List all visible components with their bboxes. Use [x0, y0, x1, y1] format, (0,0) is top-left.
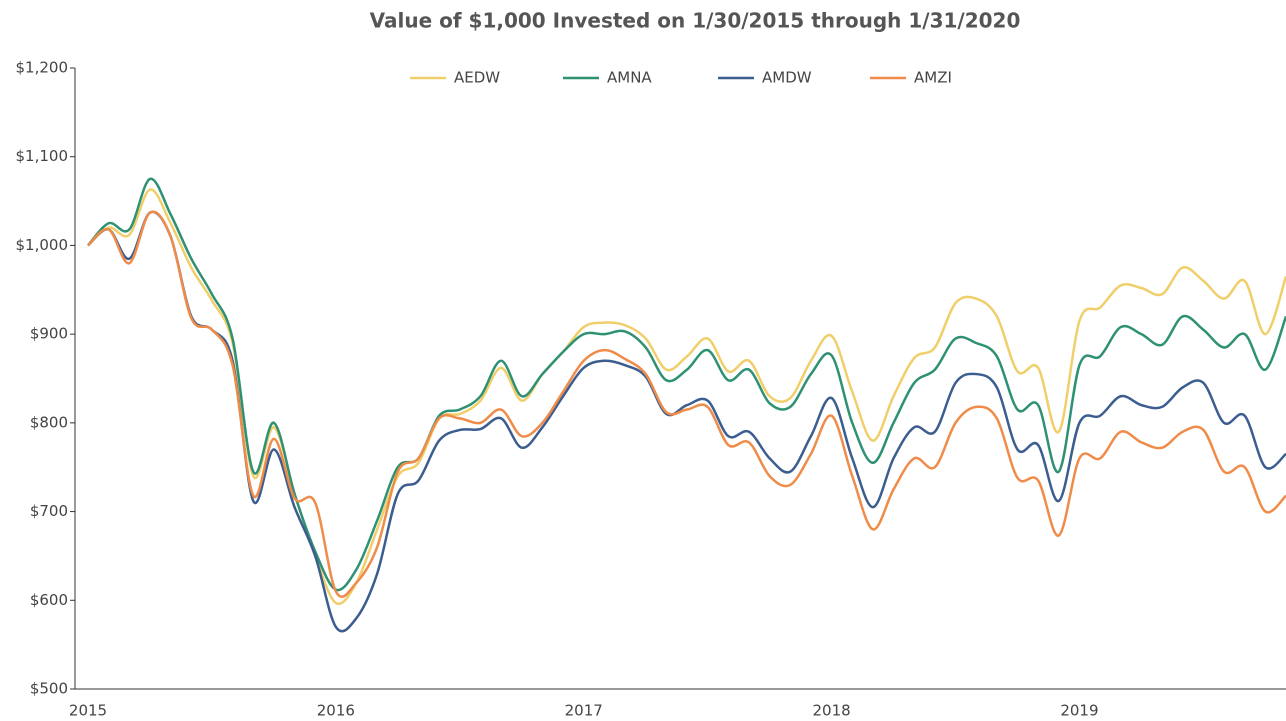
y-tick-label: $900 — [30, 325, 68, 343]
y-tick-label: $600 — [30, 591, 68, 609]
x-tick-label: 2019 — [1060, 702, 1098, 720]
series-line — [87, 177, 1286, 592]
y-tick-label: $500 — [30, 680, 68, 698]
chart-title: Value of $1,000 Invested on 1/30/2015 th… — [370, 9, 1021, 33]
legend-label: AEDW — [454, 69, 500, 87]
y-tick-label: $1,100 — [16, 147, 69, 165]
legend-label: AMZI — [914, 69, 952, 87]
series-line — [87, 210, 1286, 633]
y-tick-label: $1,200 — [16, 59, 69, 77]
x-tick-label: 2018 — [812, 702, 850, 720]
legend-label: AMDW — [762, 69, 812, 87]
legend-label: AMNA — [607, 69, 652, 87]
y-tick-label: $1,000 — [16, 236, 69, 254]
y-tick-label: $800 — [30, 413, 68, 431]
series-line — [87, 210, 1286, 598]
y-tick-label: $700 — [30, 502, 68, 520]
x-tick-label: 2016 — [317, 702, 355, 720]
x-tick-label: 2017 — [565, 702, 603, 720]
series-line — [87, 188, 1286, 606]
x-tick-label: 2015 — [69, 702, 107, 720]
